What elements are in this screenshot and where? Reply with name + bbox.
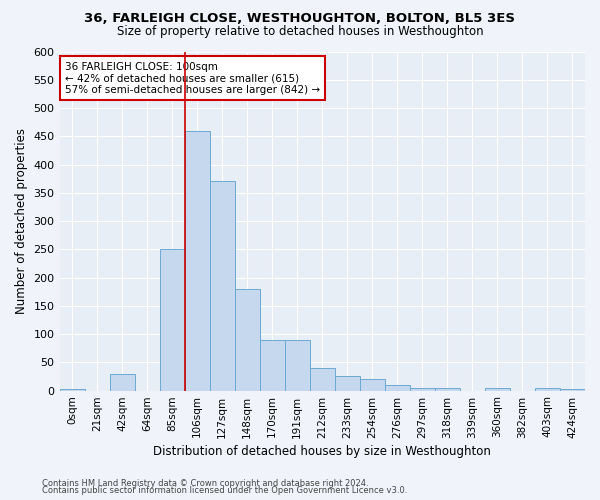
Bar (160, 250, 185, 390)
Bar (410, 388, 435, 390)
Bar (435, 388, 460, 390)
Bar (209, 182, 235, 390)
Bar (385, 385, 410, 390)
X-axis label: Distribution of detached houses by size in Westhoughton: Distribution of detached houses by size … (154, 444, 491, 458)
Text: Contains public sector information licensed under the Open Government Licence v3: Contains public sector information licen… (42, 486, 407, 495)
Text: 36, FARLEIGH CLOSE, WESTHOUGHTON, BOLTON, BL5 3ES: 36, FARLEIGH CLOSE, WESTHOUGHTON, BOLTON… (85, 12, 515, 26)
Y-axis label: Number of detached properties: Number of detached properties (15, 128, 28, 314)
Bar (260, 340, 285, 390)
Text: Contains HM Land Registry data © Crown copyright and database right 2024.: Contains HM Land Registry data © Crown c… (42, 478, 368, 488)
Bar (485, 388, 510, 390)
Bar (110, 374, 134, 390)
Bar (360, 380, 385, 390)
Bar (285, 340, 310, 390)
Bar (335, 376, 360, 390)
Text: 36 FARLEIGH CLOSE: 100sqm
← 42% of detached houses are smaller (615)
57% of semi: 36 FARLEIGH CLOSE: 100sqm ← 42% of detac… (65, 62, 320, 95)
Bar (185, 130, 209, 390)
Bar (535, 388, 560, 390)
Bar (235, 289, 260, 390)
Text: Size of property relative to detached houses in Westhoughton: Size of property relative to detached ho… (116, 25, 484, 38)
Bar (310, 368, 335, 390)
